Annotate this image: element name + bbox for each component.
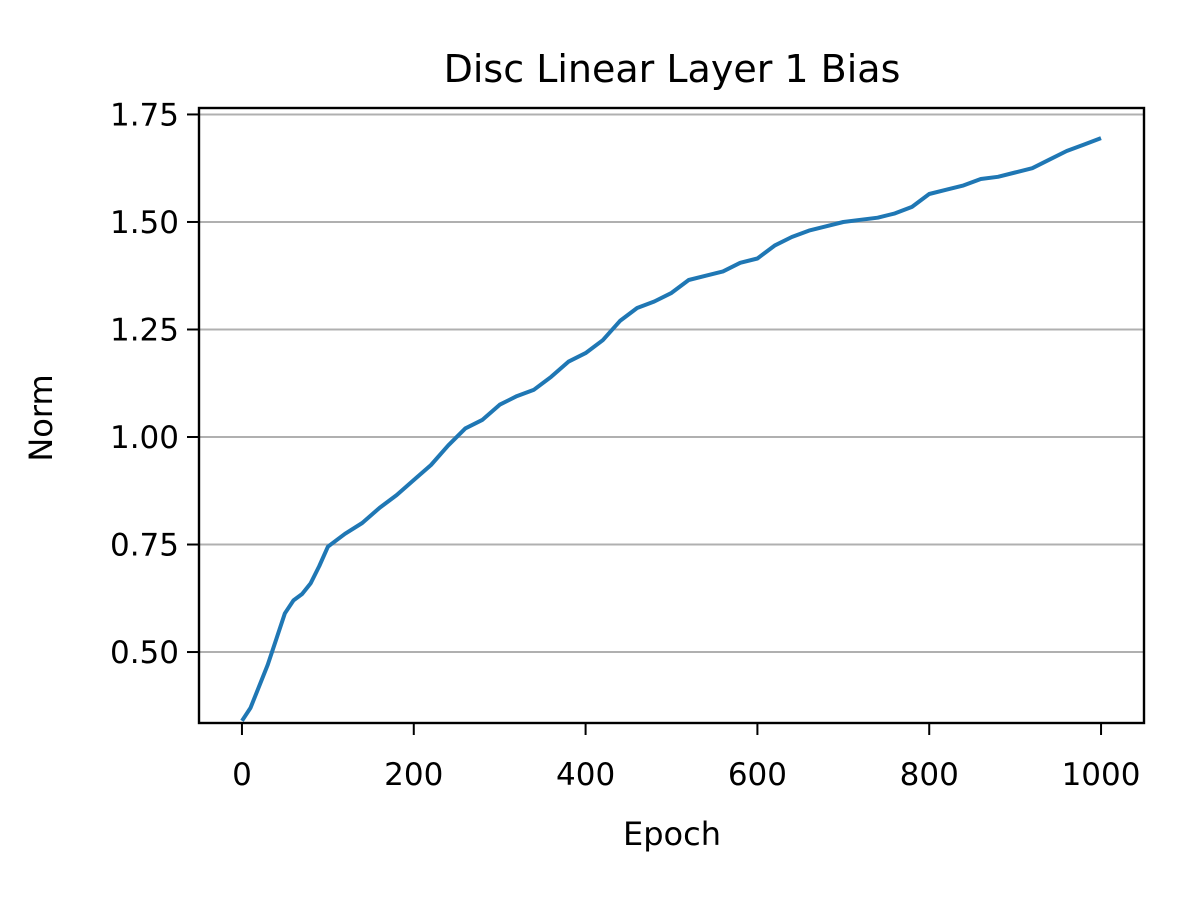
- y-axis-ticks: 0.50 0.75 1.00 1.25 1.50 1.75: [110, 97, 199, 671]
- y-tick-label: 0.75: [110, 528, 179, 564]
- x-tick-label: 400: [556, 757, 615, 793]
- series-layer: [240, 136, 1102, 722]
- y-tick-label: 1.50: [110, 205, 179, 241]
- x-axis-label: Epoch: [623, 815, 721, 853]
- y-tick-label: 0.50: [110, 635, 179, 671]
- y-tick-label: 1.00: [110, 420, 179, 456]
- chart-title: Disc Linear Layer 1 Bias: [444, 47, 901, 91]
- x-tick-label: 200: [384, 757, 443, 793]
- series-line: [240, 136, 1102, 722]
- x-tick-label: 0: [232, 757, 252, 793]
- y-axis-label: Norm: [22, 374, 60, 461]
- y-tick-label: 1.25: [110, 312, 179, 348]
- x-tick-label: 800: [900, 757, 959, 793]
- y-gridlines: [199, 113, 1144, 654]
- x-tick-label: 600: [728, 757, 787, 793]
- plot-frame: [197, 106, 1146, 725]
- x-axis-ticks: 0 200 400 600 800 1000: [232, 723, 1140, 793]
- x-tick-label: 1000: [1062, 757, 1141, 793]
- y-tick-label: 1.75: [110, 97, 179, 133]
